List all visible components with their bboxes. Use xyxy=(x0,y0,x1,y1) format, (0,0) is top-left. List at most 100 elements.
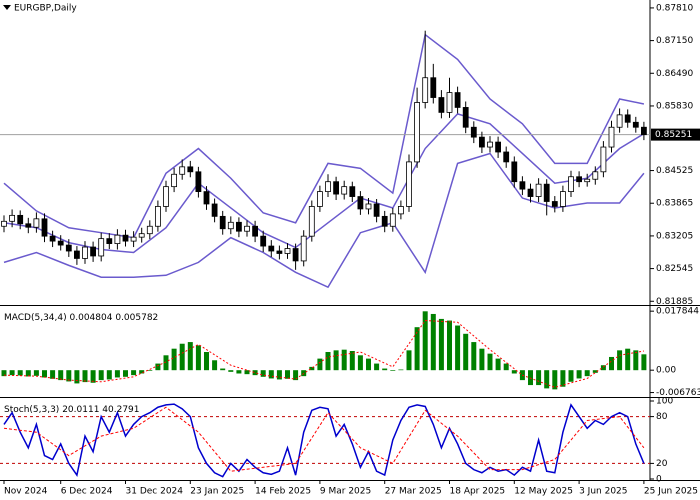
candle-body xyxy=(146,225,153,235)
macd-bar xyxy=(268,370,274,379)
candle-body xyxy=(341,186,348,195)
candle-body xyxy=(65,244,72,252)
macd-bar xyxy=(106,370,112,380)
y-tick-label: 0.82545 xyxy=(656,264,693,274)
macd-bar xyxy=(576,370,582,379)
macd-bar xyxy=(455,325,461,371)
macd-bar xyxy=(333,350,339,371)
candle-body xyxy=(98,238,105,257)
candle-body xyxy=(268,245,275,252)
macd-bar xyxy=(17,370,23,376)
y-tick-label: 0.87810 xyxy=(656,3,693,13)
macd-bar xyxy=(139,370,145,374)
x-tick-label: 25 Jun 2025 xyxy=(644,487,698,497)
candle-body xyxy=(454,92,461,108)
candle-body xyxy=(608,126,615,148)
candle-body xyxy=(551,201,558,207)
stoch-name: Stoch(5,3,3) xyxy=(4,405,59,415)
macd-bar xyxy=(390,370,396,371)
macd-bar xyxy=(179,343,185,371)
macd-title: MACD(5,34,4) 0.004804 0.005782 xyxy=(4,313,158,323)
macd-bar xyxy=(625,348,631,371)
macd-bar xyxy=(114,370,120,378)
stoch-main xyxy=(3,403,645,478)
macd-bar xyxy=(260,370,266,377)
candle-body xyxy=(90,246,96,257)
candle-body xyxy=(381,215,388,227)
x-tick-label: 23 Jan 2025 xyxy=(190,487,244,497)
candle-body xyxy=(284,248,291,254)
macd-bar xyxy=(552,370,558,390)
candle-body xyxy=(576,176,582,183)
macd-bar xyxy=(503,363,509,371)
macd-bar xyxy=(633,350,639,371)
symbol-menu-icon[interactable] xyxy=(3,5,11,10)
candle-body xyxy=(527,188,534,197)
y-tick-label: 20 xyxy=(656,459,668,469)
candle-body xyxy=(9,214,16,222)
macd-bar xyxy=(58,370,64,381)
macd-bar xyxy=(74,370,80,384)
x-tick-label: 31 Dec 2024 xyxy=(126,487,184,497)
candle-body xyxy=(333,181,340,195)
bollinger-upper xyxy=(3,33,645,239)
stoch-reading: 20.0111 xyxy=(62,405,99,415)
candle-body xyxy=(227,221,234,230)
candle-body xyxy=(560,191,566,207)
candle-body xyxy=(422,77,429,103)
candle-body xyxy=(300,235,307,262)
macd-bar xyxy=(1,370,7,377)
candle-body xyxy=(430,77,437,98)
macd-bar xyxy=(276,370,282,380)
macd-bar xyxy=(495,358,501,371)
candle-body xyxy=(357,196,364,210)
macd-bar xyxy=(438,318,444,371)
macd-bar xyxy=(244,370,250,375)
macd-bar xyxy=(382,368,388,371)
candle-body xyxy=(389,213,396,227)
candle-body xyxy=(438,97,445,113)
macd-bar xyxy=(228,370,234,372)
macd-reading: 0.004804 xyxy=(70,313,113,323)
candle-body xyxy=(414,102,421,163)
macd-bar xyxy=(600,365,606,371)
candle-body xyxy=(519,181,526,190)
macd-bar xyxy=(430,313,436,371)
macd-bar xyxy=(349,351,355,371)
macd-bar xyxy=(584,370,590,377)
macd-bar xyxy=(463,333,469,371)
candle-body xyxy=(543,183,550,202)
macd-bar xyxy=(131,370,137,376)
y-tick-label: 0.84525 xyxy=(656,166,693,176)
macd-bar xyxy=(406,350,412,371)
candle-body xyxy=(478,136,485,148)
candle-body xyxy=(171,173,178,188)
candle-body xyxy=(122,234,129,242)
candle-body xyxy=(568,176,574,193)
macd-bar xyxy=(560,370,566,387)
macd-bar xyxy=(204,351,209,371)
macd-bar xyxy=(568,370,574,382)
macd-bar xyxy=(98,370,104,381)
macd-bar xyxy=(317,358,323,371)
y-tick-label: 0.83865 xyxy=(656,199,693,209)
macd-bar xyxy=(609,356,614,371)
candle-body xyxy=(487,141,493,148)
candle-body xyxy=(74,250,80,259)
macd-bar xyxy=(447,320,452,371)
y-tick-label: 100 xyxy=(656,397,673,407)
x-tick-label: 3 Jun 2025 xyxy=(579,487,627,497)
candle-body xyxy=(308,206,315,237)
macd-bar xyxy=(641,354,647,371)
y-tick-label: 80 xyxy=(656,412,668,422)
candle-body xyxy=(535,183,542,197)
candle-body xyxy=(114,234,121,244)
macd-bar xyxy=(212,360,218,371)
candle-body xyxy=(462,107,469,128)
candle-body xyxy=(25,223,32,228)
y-tick-label: 0.83205 xyxy=(656,231,693,241)
stoch-reading: 40.2791 xyxy=(102,405,139,415)
last-price-label: 0.85251 xyxy=(655,130,692,140)
candle-body xyxy=(106,238,113,244)
macd-bar xyxy=(528,370,533,386)
